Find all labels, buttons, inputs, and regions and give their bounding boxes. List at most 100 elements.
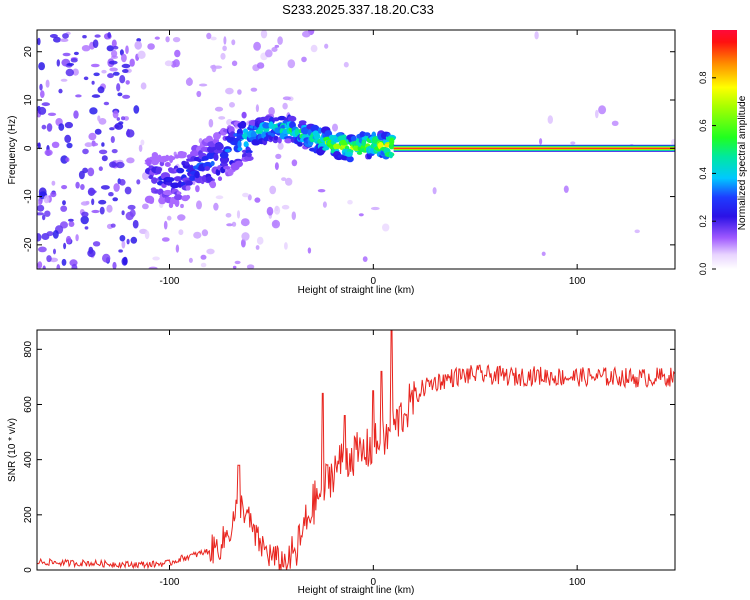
- spectrogram-cell: [277, 36, 283, 45]
- spectrogram-cell: [121, 240, 126, 249]
- spectrogram-cell: [56, 59, 60, 67]
- spectrogram-cell: [113, 183, 120, 192]
- spectrogram-cell: [177, 180, 183, 188]
- colorbar-gradient: [712, 30, 737, 269]
- spectrogram-cell: [94, 128, 102, 135]
- spectrogram-cell: [91, 80, 95, 85]
- spectrogram-cell: [37, 261, 43, 269]
- spectrogram-cell: [112, 71, 120, 76]
- spectrogram-cell: [166, 215, 172, 221]
- spectrogram-cell: [122, 94, 131, 99]
- spectrogram-cell: [92, 241, 101, 247]
- spectrogram-cell: [254, 197, 261, 203]
- spectrogram-cell: [118, 249, 123, 253]
- spectrogram-cell: [119, 235, 126, 242]
- spectrogram-cell: [382, 223, 390, 232]
- x-tick-label: 100: [569, 276, 586, 287]
- spectrogram-cell: [121, 63, 131, 69]
- snr-panel: -100 0 100 0 200 400 600 800 Height of straight…: [7, 329, 676, 596]
- colorbar-ticks: 0.0 0.2 0.4 0.6 0.8: [698, 72, 716, 275]
- x-tick-label: 0: [371, 577, 377, 588]
- spectrogram-cell: [298, 120, 307, 125]
- spectrogram-cell: [389, 137, 395, 146]
- spectrogram-cell: [346, 155, 354, 163]
- x-tick-label: 100: [569, 577, 586, 588]
- spectrogram-cell: [282, 102, 288, 110]
- spectrogram-cell: [284, 242, 288, 250]
- spectrogram-cell: [180, 203, 184, 209]
- spectrogram-cell: [97, 86, 105, 94]
- spectrogram-cell: [148, 266, 158, 269]
- spectrogram-cell: [112, 110, 119, 119]
- spectrogram-cell: [37, 212, 44, 216]
- spectrogram-cell: [196, 90, 202, 98]
- spectrogram-cell: [274, 205, 279, 211]
- spectrogram-cell: [88, 132, 97, 141]
- spectrogram-cell: [46, 231, 54, 237]
- spectrogram-cell: [213, 153, 219, 161]
- colorbar: 0.0 0.2 0.4 0.6 0.8 Normalized spectral ampl…: [698, 30, 748, 275]
- spectrogram-cells: [37, 30, 675, 269]
- spectrogram-cell: [282, 96, 291, 101]
- spectrogram-cell: [110, 223, 116, 228]
- spectrogram-cell: [241, 111, 247, 119]
- spectrogram-cell: [63, 242, 67, 250]
- spectrogram-cell: [166, 155, 176, 161]
- spectrogram-cell: [195, 185, 200, 193]
- spectrogram-cell: [287, 115, 297, 123]
- spectrogram-cell: [243, 142, 249, 148]
- spectrogram-cell: [106, 204, 113, 213]
- spectrogram-cell: [117, 92, 123, 97]
- spectrogram-cell: [109, 127, 115, 131]
- spectrogram-cell: [358, 213, 364, 217]
- spectrogram-cell: [123, 116, 129, 121]
- spectrogram-cell: [205, 135, 213, 143]
- spectrogram-cell: [126, 128, 131, 138]
- snr-line: [37, 330, 675, 570]
- spectrogram-cell: [134, 40, 142, 50]
- spectrogram-cell: [219, 151, 229, 159]
- spectrogram-cell: [45, 79, 50, 88]
- spectrogram-cell: [275, 153, 282, 159]
- spectrogram-cell: [73, 110, 79, 119]
- spectrogram-cell: [91, 209, 100, 214]
- spectrogram-cell: [317, 189, 326, 193]
- spectrogram-cell: [223, 165, 231, 170]
- spectrogram-cell: [357, 151, 363, 155]
- spectrogram-cell: [164, 162, 171, 167]
- spectrogram-cell: [66, 62, 75, 66]
- spectrogram-cell: [236, 210, 241, 219]
- y-tick-label: -10: [23, 189, 34, 204]
- spectrogram-cell: [201, 229, 209, 237]
- spectrogram-cell: [285, 177, 293, 186]
- spectrogram-cell: [209, 180, 217, 189]
- spectrogram-cell: [534, 31, 539, 40]
- spectrogram-cell: [136, 38, 142, 42]
- spectrogram-cell: [121, 53, 127, 63]
- y-tick-label: 800: [23, 341, 34, 358]
- y-tick-label: 10: [23, 94, 34, 106]
- spectrogram-cell: [240, 218, 250, 227]
- spectrogram-cell: [274, 44, 280, 48]
- snr-ylabel: SNR (10 * v/v): [7, 418, 18, 482]
- spectrogram-cell: [225, 87, 234, 95]
- spectrogram-cell: [225, 213, 232, 218]
- spectrogram-cell: [129, 58, 135, 67]
- spectrogram-cell: [43, 195, 50, 204]
- spectrogram-cell: [280, 124, 286, 129]
- spectrogram-cell: [65, 68, 75, 77]
- spectrogram-cell: [270, 132, 276, 137]
- spectrogram-cell: [432, 187, 437, 195]
- y-tick-label: 200: [23, 506, 34, 523]
- snr-frame: [36, 329, 676, 571]
- spectrogram-cell: [98, 118, 107, 125]
- spectrogram-cell: [291, 211, 296, 220]
- spectrogram-cell: [370, 206, 380, 211]
- spectrogram-cell: [595, 109, 599, 119]
- spectrogram-cell: [108, 192, 114, 197]
- spectrogram-cell: [103, 101, 110, 106]
- spectrogram-cell: [393, 147, 675, 149]
- spectrogram-cell: [84, 226, 89, 230]
- spectrogram-cell: [119, 75, 126, 84]
